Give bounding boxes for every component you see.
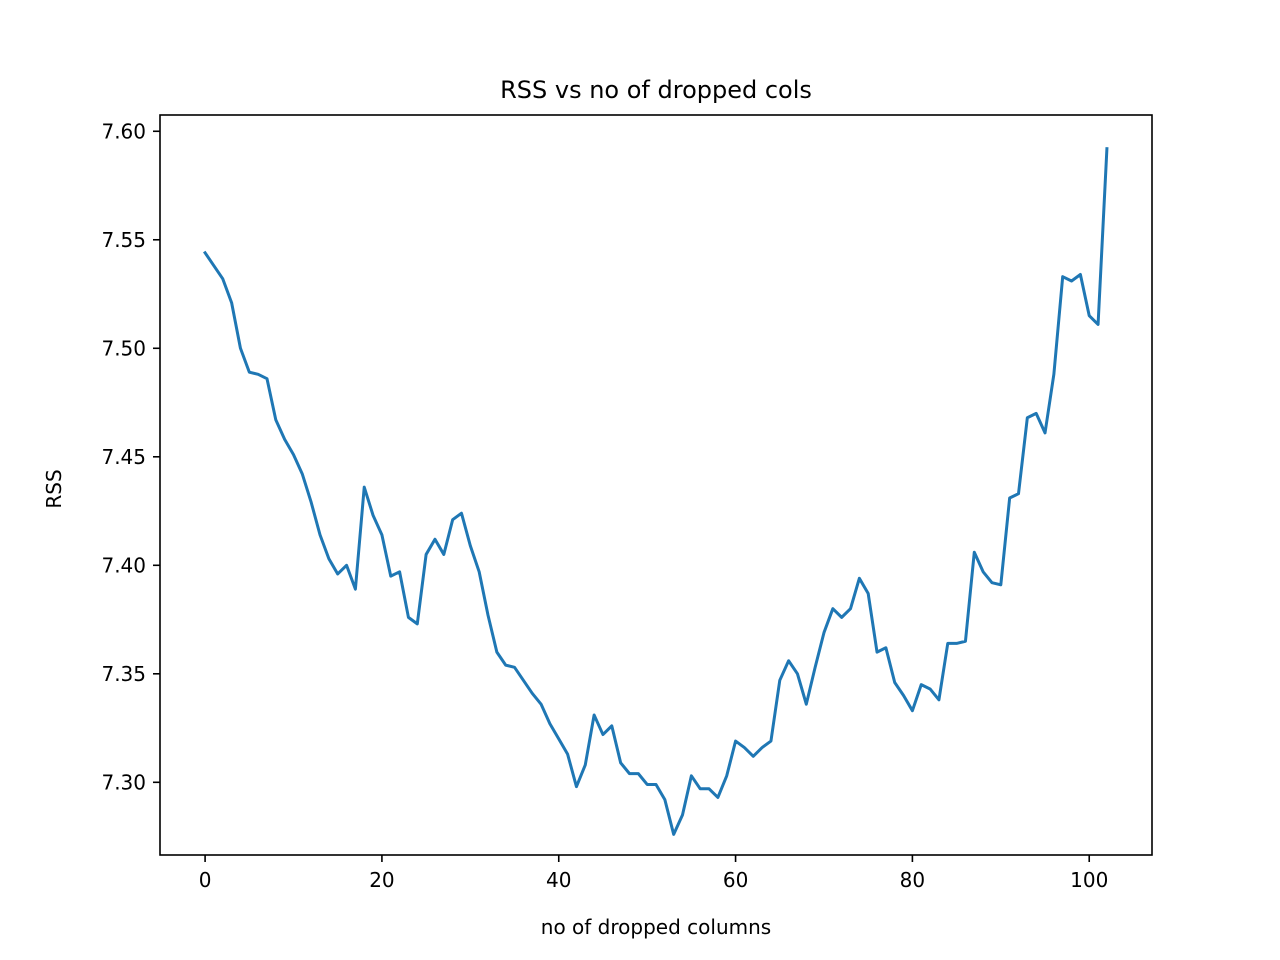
y-tick-label: 7.60 xyxy=(101,119,146,143)
x-tick-label: 80 xyxy=(900,868,925,892)
x-tick-label: 40 xyxy=(546,868,571,892)
plot-area: 0 20 40 60 80 100 7.30 7.35 7.40 7.45 7.50 7.55 7.60 xyxy=(101,114,1153,892)
y-tick-label: 7.40 xyxy=(101,553,146,577)
y-tick-label: 7.50 xyxy=(101,336,146,360)
chart-title: RSS vs no of dropped cols xyxy=(500,76,812,104)
y-tick-label: 7.55 xyxy=(101,228,146,252)
y-tick-label: 7.35 xyxy=(101,662,146,686)
x-tick-label: 0 xyxy=(199,868,212,892)
y-axis-label: RSS xyxy=(42,469,66,508)
x-tick-label: 20 xyxy=(369,868,394,892)
x-tick-label: 100 xyxy=(1070,868,1108,892)
x-axis-label: no of dropped columns xyxy=(541,915,771,939)
y-tick-label: 7.30 xyxy=(101,770,146,794)
x-tick-label: 60 xyxy=(723,868,748,892)
y-tick-label: 7.45 xyxy=(101,445,146,469)
series-line-1 xyxy=(203,147,1109,836)
axes-frame xyxy=(159,114,1153,856)
